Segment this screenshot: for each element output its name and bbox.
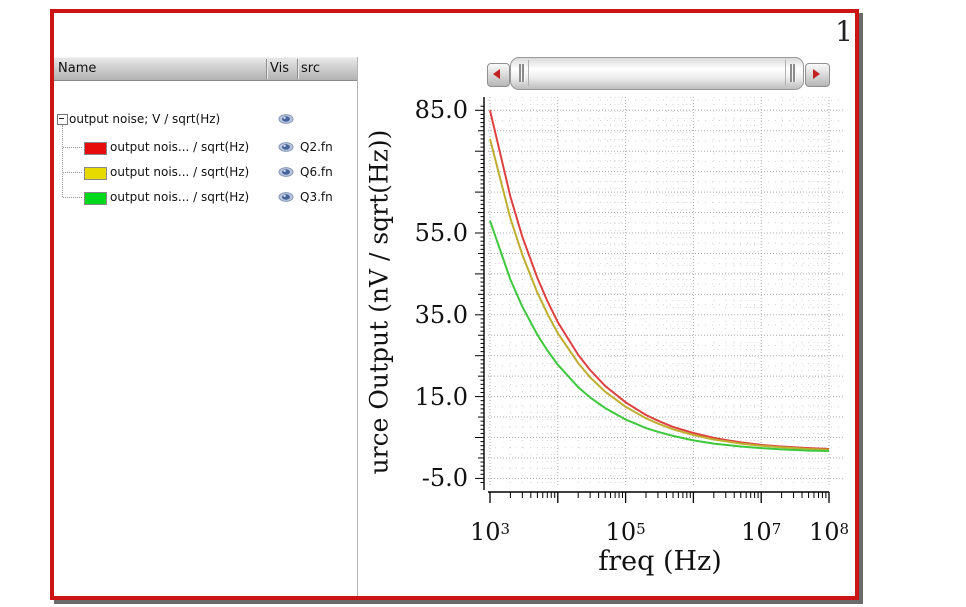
scrollbar-thumb[interactable] [510, 57, 804, 90]
visibility-eye-icon[interactable] [278, 113, 294, 125]
collapse-toggle-icon[interactable] [57, 114, 68, 125]
y-tick-label: 55.0 [414, 219, 468, 247]
source-file-label: Q6.fn [300, 165, 333, 179]
tree-header: Name Vis src [54, 57, 357, 81]
trace-Q3.fn[interactable] [489, 220, 830, 452]
visibility-eye-icon[interactable] [278, 166, 294, 178]
trace-color-swatch[interactable] [84, 192, 107, 205]
left-arrow-icon [493, 69, 500, 79]
signal-row[interactable]: output nois... / sqrt(Hz) Q3.fn [54, 187, 354, 207]
scroll-left-button[interactable] [487, 63, 510, 87]
horizontal-zoom-scrollbar[interactable] [487, 56, 843, 91]
thumb-seam [785, 60, 786, 86]
tree-connector [63, 197, 82, 199]
x-tick-label: 108 [808, 518, 850, 546]
y-axis-ruler [475, 97, 485, 490]
trace-Q2.fn[interactable] [489, 110, 830, 450]
thumb-right-grip-icon[interactable] [790, 64, 792, 82]
x-tick-label: 103 [469, 518, 511, 546]
trace-color-swatch[interactable] [84, 142, 107, 155]
source-file-label: Q3.fn [300, 190, 333, 204]
signal-label: output nois... / sqrt(Hz) [110, 190, 250, 204]
column-header-name[interactable]: Name [58, 61, 97, 76]
x-axis-labels: 103 105 107 108 [54, 514, 855, 558]
tree-connector [62, 125, 64, 197]
x-tick-label: 107 [741, 518, 782, 546]
signal-row[interactable]: output nois... / sqrt(Hz) Q2.fn [54, 137, 354, 157]
y-axis-title: urce Output (nV / sqrt(Hz)) [364, 129, 394, 475]
y-tick-label: -5.0 [421, 464, 468, 492]
group-label: output noise; V / sqrt(Hz) [69, 112, 221, 126]
column-header-vis[interactable]: Vis [270, 61, 289, 76]
signal-label: output nois... / sqrt(Hz) [110, 165, 250, 179]
y-axis-labels: 85.0 55.0 35.0 15.0 -5.0 [396, 90, 472, 492]
waveform-window: Name Vis src output noise; V / sqrt(Hz) … [50, 9, 859, 600]
y-tick-label: 85.0 [414, 96, 468, 125]
tree-connector [63, 172, 82, 174]
signal-row[interactable]: output nois... / sqrt(Hz) Q6.fn [54, 162, 354, 182]
visibility-eye-icon[interactable] [278, 191, 294, 203]
x-tick-label: 105 [605, 518, 646, 546]
thumb-left-grip-icon[interactable] [519, 64, 521, 82]
panel-divider[interactable] [357, 57, 358, 596]
column-separator[interactable] [297, 59, 298, 79]
thumb-seam [528, 60, 529, 86]
strip-number: 1 [835, 15, 853, 48]
trace-Q6.fn[interactable] [489, 138, 830, 451]
plot-area[interactable] [358, 84, 856, 600]
trace-color-swatch[interactable] [84, 167, 107, 180]
source-file-label: Q2.fn [300, 140, 333, 154]
trace-curves [489, 110, 830, 452]
x-axis-ruler [488, 491, 830, 503]
scroll-right-button[interactable] [805, 63, 830, 87]
column-separator[interactable] [266, 59, 267, 79]
right-arrow-icon [813, 69, 820, 79]
signal-label: output nois... / sqrt(Hz) [110, 140, 250, 154]
column-header-src[interactable]: src [301, 61, 320, 76]
y-tick-label: 15.0 [414, 382, 468, 411]
visibility-eye-icon[interactable] [278, 141, 294, 153]
x-axis-title: freq (Hz) [598, 546, 722, 577]
y-tick-label: 35.0 [414, 300, 468, 329]
tree-group-row[interactable]: output noise; V / sqrt(Hz) [54, 109, 354, 129]
tree-connector [63, 147, 82, 149]
grid-lines [488, 97, 843, 487]
